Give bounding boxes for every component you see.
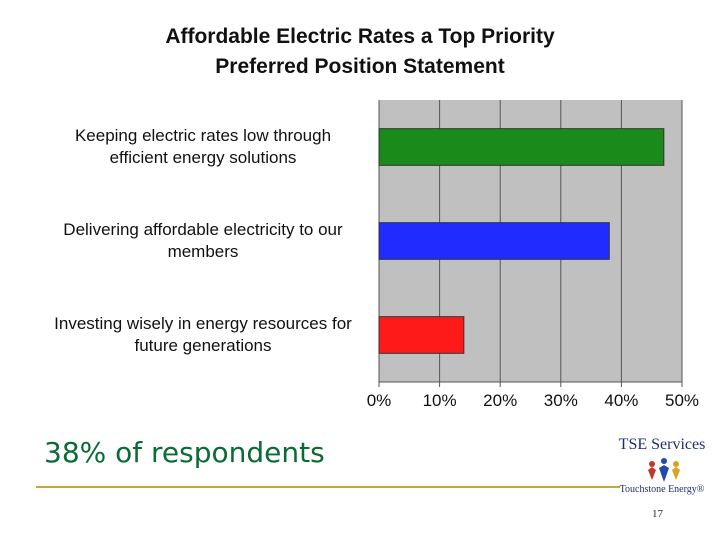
- headline-underline: [36, 486, 620, 488]
- category-label-3: Investing wisely in energy resources for…: [38, 313, 368, 357]
- chart-title-line-1: Affordable Electric Rates a Top Priority: [165, 25, 555, 48]
- x-tick-label: 20%: [483, 391, 518, 410]
- category-label-1: Keeping electric rates low through effici…: [38, 125, 368, 169]
- x-tick-label: 10%: [422, 391, 457, 410]
- bar-1: [378, 128, 665, 166]
- touchstone-energy-logo-icon: [648, 458, 680, 482]
- category-label-line: Investing wisely in energy resources for: [54, 314, 352, 333]
- chart-title-line-2: Preferred Position Statement: [215, 55, 505, 78]
- logo-subtitle: Touchstone Energy®: [619, 484, 705, 495]
- category-label-line: Keeping electric rates low through: [74, 126, 332, 145]
- bar-chart: [378, 100, 683, 387]
- x-tick-label: 50%: [664, 391, 700, 410]
- x-tick-label: 0%: [366, 391, 392, 410]
- bar-3: [378, 316, 465, 354]
- category-label-2: Delivering affordable electricity to our…: [38, 219, 368, 263]
- category-label-line: members: [167, 242, 239, 261]
- x-tick-label: 40%: [604, 391, 639, 410]
- logo-name: TSE Services: [618, 436, 706, 453]
- category-label-line: future generations: [134, 336, 272, 355]
- page-number: 17: [652, 508, 663, 520]
- category-label-line: Delivering affordable electricity to our: [63, 220, 343, 239]
- bar-2: [378, 222, 610, 260]
- company-logo: TSE Services Touchstone Energy®: [612, 436, 712, 500]
- headline-text: 38% of respondents: [44, 436, 325, 469]
- x-tick-label: 30%: [543, 391, 578, 410]
- category-label-line: efficient energy solutions: [109, 148, 297, 167]
